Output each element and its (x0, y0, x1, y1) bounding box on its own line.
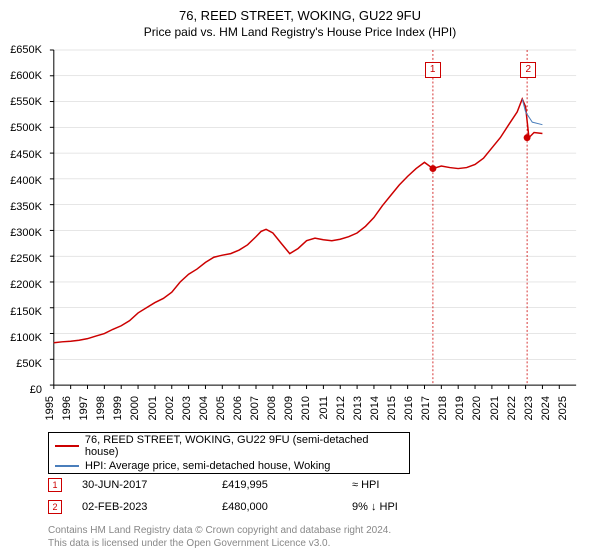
y-tick-label: £600K (0, 70, 42, 82)
x-tick-label: 1998 (95, 372, 107, 396)
legend-swatch (55, 465, 79, 467)
x-tick-label: 2009 (283, 372, 295, 396)
sales-date: 30-JUN-2017 (82, 479, 222, 491)
y-tick-label: £500K (0, 122, 42, 134)
x-tick-label: 1996 (61, 372, 73, 396)
x-tick-label: 2020 (471, 372, 483, 396)
x-tick-label: 2016 (403, 372, 415, 396)
x-tick-label: 2003 (181, 372, 193, 396)
sales-price: £419,995 (222, 479, 352, 491)
y-tick-label: £650K (0, 44, 42, 56)
x-tick-label: 2018 (437, 372, 449, 396)
chart-subtitle: Price paid vs. HM Land Registry's House … (0, 23, 600, 39)
y-tick-label: £400K (0, 175, 42, 187)
chart-container: 76, REED STREET, WOKING, GU22 9FU Price … (0, 0, 600, 560)
chart-title: 76, REED STREET, WOKING, GU22 9FU (0, 0, 600, 23)
y-tick-label: £150K (0, 306, 42, 318)
x-tick-label: 2012 (335, 372, 347, 396)
x-tick-label: 1999 (112, 372, 124, 396)
x-tick-label: 2019 (454, 372, 466, 396)
sales-table: 1 30-JUN-2017£419,995≈ HPI 2 02-FEB-2023£48… (48, 474, 398, 518)
chart-area (48, 50, 578, 390)
x-tick-label: 1995 (44, 372, 56, 396)
sales-marker: 1 (48, 478, 62, 492)
y-tick-label: £100K (0, 332, 42, 344)
x-tick-label: 2024 (540, 372, 552, 396)
y-tick-label: £0 (0, 384, 42, 396)
x-tick-label: 2023 (523, 372, 535, 396)
x-tick-label: 2005 (215, 372, 227, 396)
legend-item: 76, REED STREET, WOKING, GU22 9FU (semi-… (49, 433, 409, 459)
y-tick-label: £50K (0, 358, 42, 370)
chart-marker-1: 1 (425, 62, 441, 78)
x-tick-label: 2010 (300, 372, 312, 396)
x-tick-label: 2013 (352, 372, 364, 396)
x-tick-label: 2002 (164, 372, 176, 396)
y-tick-label: £450K (0, 149, 42, 161)
x-tick-label: 1997 (78, 372, 90, 396)
footer-line1: Contains HM Land Registry data © Crown c… (48, 524, 391, 537)
x-tick-label: 2017 (420, 372, 432, 396)
x-tick-label: 2004 (198, 372, 210, 396)
sales-row: 1 30-JUN-2017£419,995≈ HPI (48, 474, 398, 496)
x-tick-label: 2000 (129, 372, 141, 396)
sales-row: 2 02-FEB-2023£480,0009% ↓ HPI (48, 496, 398, 518)
y-tick-label: £300K (0, 227, 42, 239)
x-tick-label: 2022 (506, 372, 518, 396)
sales-price: £480,000 (222, 501, 352, 513)
x-tick-label: 2008 (266, 372, 278, 396)
sales-vs-hpi: ≈ HPI (352, 479, 379, 491)
x-tick-label: 2015 (386, 372, 398, 396)
chart-marker-2: 2 (520, 62, 536, 78)
legend-label: HPI: Average price, semi-detached house,… (85, 460, 330, 472)
legend-item: HPI: Average price, semi-detached house,… (49, 459, 409, 473)
y-tick-label: £350K (0, 201, 42, 213)
x-tick-label: 2006 (232, 372, 244, 396)
y-tick-label: £200K (0, 279, 42, 291)
legend-box: 76, REED STREET, WOKING, GU22 9FU (semi-… (48, 432, 410, 474)
legend-swatch (55, 445, 79, 447)
chart-plot (48, 50, 578, 390)
x-tick-label: 2011 (318, 372, 330, 396)
x-tick-label: 2001 (147, 372, 159, 396)
x-tick-label: 2014 (369, 372, 381, 396)
sales-marker: 2 (48, 500, 62, 514)
x-tick-label: 2025 (557, 372, 569, 396)
y-tick-label: £550K (0, 96, 42, 108)
legend-label: 76, REED STREET, WOKING, GU22 9FU (semi-… (85, 434, 403, 458)
x-tick-label: 2007 (249, 372, 261, 396)
sales-vs-hpi: 9% ↓ HPI (352, 501, 398, 513)
x-tick-label: 2021 (489, 372, 501, 396)
footer-attribution: Contains HM Land Registry data © Crown c… (48, 524, 391, 550)
footer-line2: This data is licensed under the Open Gov… (48, 537, 391, 550)
y-tick-label: £250K (0, 253, 42, 265)
sales-date: 02-FEB-2023 (82, 501, 222, 513)
